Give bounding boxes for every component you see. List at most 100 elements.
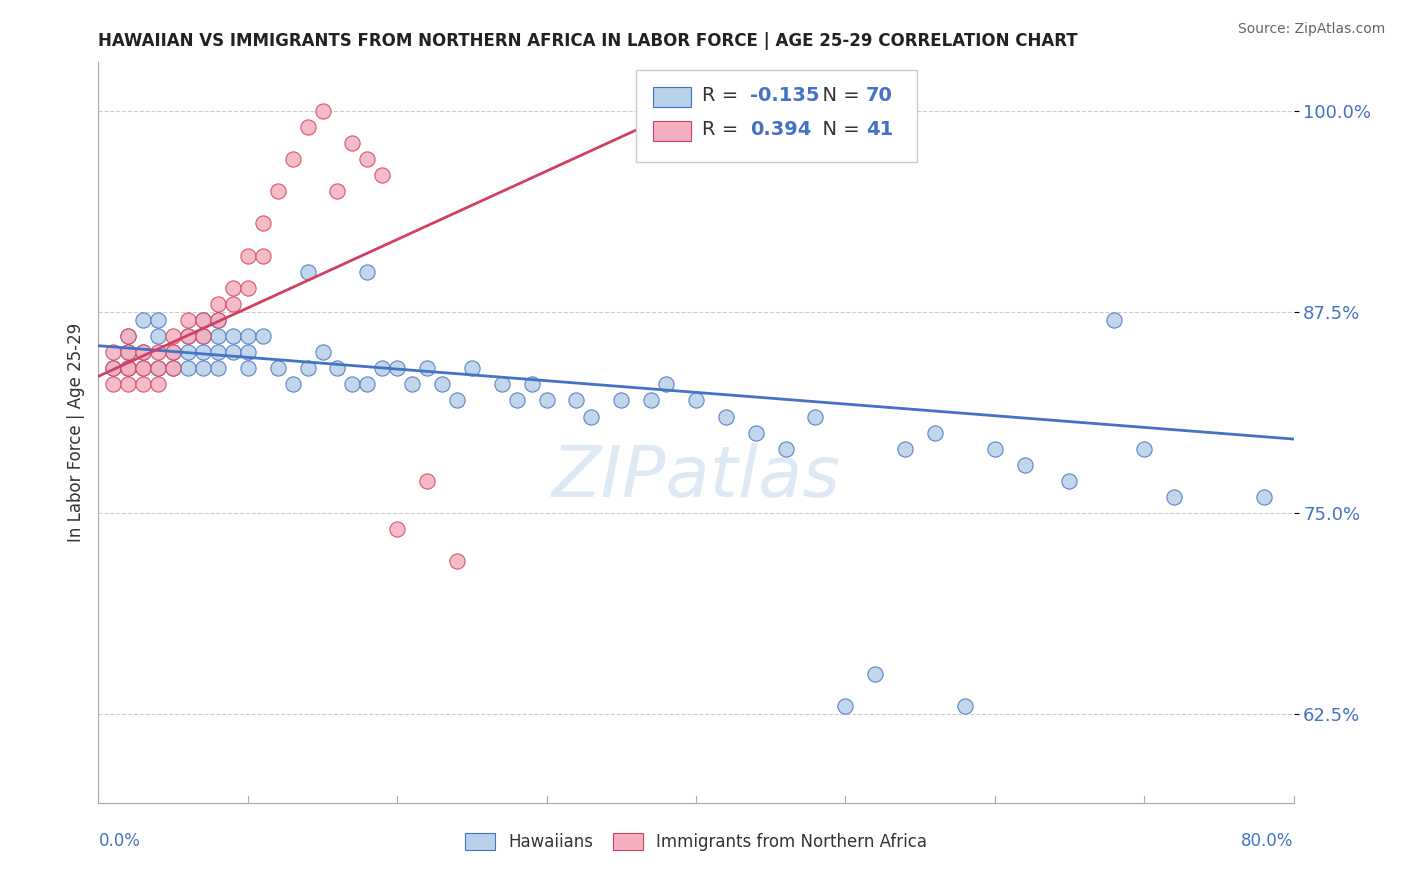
Point [162,361,184,376]
Point [1104,313,1126,327]
Text: 0.0%: 0.0% [98,831,141,850]
Point [117,329,139,343]
Point [103,345,125,359]
Text: 0.394: 0.394 [749,120,811,139]
Point [834,699,856,714]
Point [1253,490,1275,504]
Point [297,120,319,134]
Point [953,699,976,714]
Point [297,265,319,279]
Point [385,361,409,376]
Point [491,377,513,392]
Point [342,377,364,392]
Point [222,281,245,295]
Point [1059,474,1081,488]
Point [177,361,200,376]
Point [356,377,378,392]
Point [252,329,274,343]
Point [177,329,200,343]
Point [207,361,229,376]
Point [207,329,229,343]
Point [103,361,125,376]
Point [640,393,662,408]
Point [117,345,139,359]
Text: Source: ZipAtlas.com: Source: ZipAtlas.com [1237,22,1385,37]
Point [311,345,333,359]
Point [894,442,917,456]
Point [236,249,259,263]
Point [207,345,229,359]
Point [148,313,170,327]
Point [162,345,184,359]
Point [267,361,290,376]
Point [326,361,349,376]
Point [132,361,155,376]
Point [162,329,184,343]
Point [685,393,707,408]
Point [117,361,139,376]
Point [385,522,409,536]
Point [775,442,797,456]
Y-axis label: In Labor Force | Age 25-29: In Labor Force | Age 25-29 [66,323,84,542]
Point [356,152,378,166]
FancyBboxPatch shape [652,121,692,141]
Point [132,377,155,392]
Point [865,667,887,681]
Point [297,361,319,376]
Point [207,313,229,327]
Point [207,313,229,327]
Point [117,361,139,376]
Text: HAWAIIAN VS IMMIGRANTS FROM NORTHERN AFRICA IN LABOR FORCE | AGE 25-29 CORRELATI: HAWAIIAN VS IMMIGRANTS FROM NORTHERN AFR… [98,32,1078,50]
Point [148,361,170,376]
FancyBboxPatch shape [652,87,692,107]
Point [416,474,439,488]
Point [416,361,439,376]
Point [117,361,139,376]
Point [1133,442,1156,456]
Point [1014,458,1036,472]
Text: R =: R = [702,87,744,105]
Point [222,297,245,311]
Point [446,554,468,568]
Point [207,297,229,311]
Point [222,329,245,343]
Point [252,249,274,263]
Point [506,393,529,408]
Point [371,168,394,182]
Point [132,361,155,376]
Point [177,329,200,343]
Point [342,136,364,150]
Point [162,345,184,359]
Point [236,329,259,343]
Point [236,345,259,359]
Point [267,184,290,198]
Text: N =: N = [810,87,859,105]
FancyBboxPatch shape [637,70,917,162]
Point [984,442,1007,456]
Text: 41: 41 [866,120,893,139]
Point [117,377,139,392]
Point [281,152,304,166]
Point [148,329,170,343]
Point [252,216,274,230]
Point [745,425,768,440]
Point [191,313,214,327]
Point [714,409,737,424]
Point [536,393,558,408]
Point [326,184,349,198]
Point [1163,490,1185,504]
Point [117,329,139,343]
Text: ZIPatlas: ZIPatlas [551,442,841,511]
Point [191,329,214,343]
Point [177,313,200,327]
Point [148,345,170,359]
Text: 80.0%: 80.0% [1241,831,1294,850]
Point [236,281,259,295]
Point [132,345,155,359]
Point [148,361,170,376]
Point [461,361,484,376]
Point [103,361,125,376]
Point [311,103,333,118]
Point [191,361,214,376]
Legend: Hawaiians, Immigrants from Northern Africa: Hawaiians, Immigrants from Northern Afri… [458,826,934,857]
